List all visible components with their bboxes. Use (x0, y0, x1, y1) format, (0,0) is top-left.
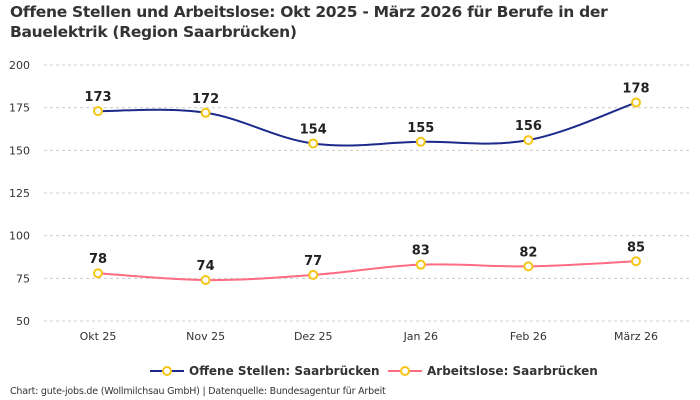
source-footer: Chart: gute-jobs.de (Wollmilchsau GmbH) … (10, 386, 386, 397)
y-tick-label: 100 (9, 230, 30, 243)
data-label: 154 (300, 123, 327, 138)
y-tick-label: 200 (9, 59, 30, 72)
legend-marker (162, 366, 172, 376)
data-label: 155 (407, 121, 434, 136)
chart-title: Offene Stellen und Arbeitslose: Okt 2025… (10, 3, 608, 41)
data-label: 85 (627, 240, 645, 255)
data-label: 173 (84, 90, 111, 105)
data-label: 77 (304, 254, 322, 269)
data-point (93, 268, 103, 279)
series-line-0 (97, 101, 637, 147)
data-point (200, 275, 211, 286)
y-tick-label: 150 (9, 144, 30, 157)
y-tick-label: 175 (9, 102, 30, 115)
x-tick-label: Jan 26 (403, 330, 438, 343)
legend-label: Arbeitslose: Saarbrücken (427, 364, 598, 378)
x-tick-label: Okt 25 (80, 330, 117, 343)
y-tick-label: 75 (16, 272, 30, 285)
data-point (523, 261, 534, 272)
legend-label: Offene Stellen: Saarbrücken (189, 364, 380, 378)
x-tick-label: Feb 26 (510, 330, 547, 343)
data-label: 178 (622, 82, 649, 97)
data-point (631, 97, 641, 108)
data-point (523, 135, 534, 146)
y-tick-label: 125 (9, 187, 30, 200)
data-point (415, 259, 426, 270)
data-label: 156 (515, 119, 542, 134)
x-tick-label: März 26 (614, 330, 658, 343)
data-point (415, 136, 426, 147)
data-point (308, 138, 319, 149)
data-point (200, 107, 211, 118)
data-point (631, 256, 641, 267)
data-label: 172 (192, 92, 219, 107)
data-point (308, 269, 319, 280)
legend-marker (400, 366, 410, 376)
y-tick-label: 50 (16, 315, 30, 328)
series-line-1 (97, 260, 637, 282)
data-label: 83 (412, 244, 430, 259)
data-label: 82 (519, 245, 537, 260)
x-tick-label: Dez 25 (294, 330, 333, 343)
x-tick-label: Nov 25 (186, 330, 225, 343)
data-label: 78 (89, 252, 107, 267)
data-point (93, 106, 103, 117)
data-label: 74 (197, 259, 215, 274)
